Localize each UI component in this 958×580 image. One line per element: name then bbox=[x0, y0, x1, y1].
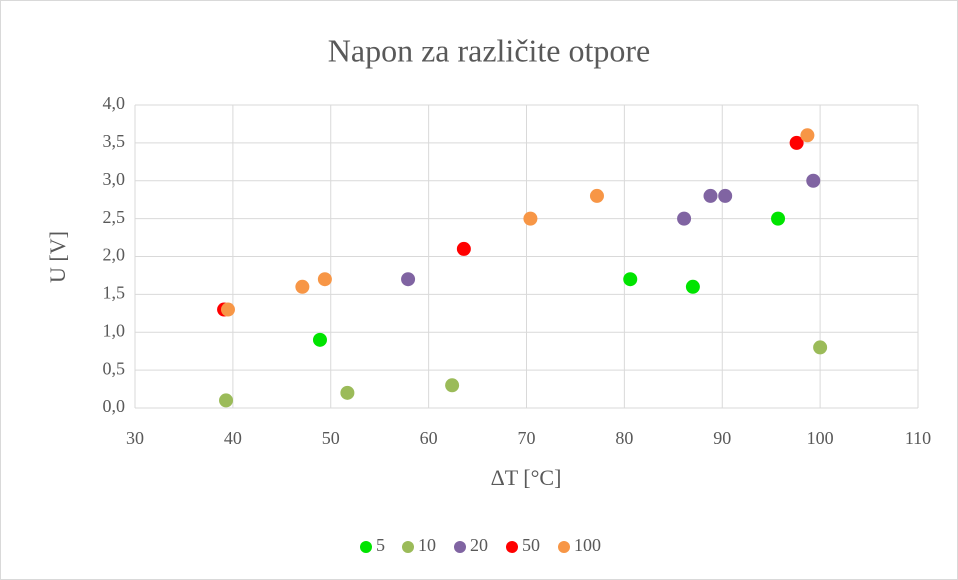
legend-label: 10 bbox=[418, 535, 436, 555]
legend-marker bbox=[506, 541, 518, 553]
y-tick-label: 1,5 bbox=[103, 283, 126, 303]
y-tick-label: 4,0 bbox=[103, 93, 126, 113]
y-tick-label: 3,0 bbox=[103, 169, 126, 189]
legend-marker bbox=[454, 541, 466, 553]
x-tick-label: 40 bbox=[224, 428, 242, 448]
point bbox=[220, 302, 235, 317]
point bbox=[401, 272, 416, 287]
point bbox=[623, 272, 638, 287]
y-tick-label: 3,5 bbox=[103, 131, 126, 151]
point bbox=[771, 211, 786, 226]
point bbox=[813, 340, 828, 355]
point bbox=[295, 279, 310, 294]
point bbox=[317, 272, 332, 287]
point bbox=[800, 128, 815, 143]
x-tick-label: 70 bbox=[518, 428, 536, 448]
point bbox=[340, 385, 355, 400]
x-tick-label: 50 bbox=[322, 428, 340, 448]
point bbox=[789, 135, 804, 150]
point bbox=[703, 188, 718, 203]
point bbox=[523, 211, 538, 226]
y-tick-label: 2,0 bbox=[103, 245, 126, 265]
point bbox=[445, 378, 460, 393]
point bbox=[685, 279, 700, 294]
x-axis-label: ΔT [°C] bbox=[491, 465, 562, 490]
point bbox=[718, 188, 733, 203]
point bbox=[312, 332, 327, 347]
legend-marker bbox=[558, 541, 570, 553]
point bbox=[806, 173, 821, 188]
x-tick-label: 30 bbox=[126, 428, 144, 448]
point bbox=[677, 211, 692, 226]
y-tick-label: 2,5 bbox=[103, 207, 126, 227]
legend-label: 100 bbox=[574, 535, 601, 555]
y-axis-label: U [V] bbox=[45, 231, 70, 283]
x-tick-label: 90 bbox=[713, 428, 731, 448]
x-tick-label: 80 bbox=[615, 428, 633, 448]
x-tick-label: 60 bbox=[420, 428, 438, 448]
x-tick-label: 110 bbox=[905, 428, 931, 448]
point bbox=[219, 393, 234, 408]
x-tick-label: 100 bbox=[807, 428, 834, 448]
y-tick-label: 0,0 bbox=[103, 396, 126, 416]
point bbox=[456, 241, 471, 256]
legend-label: 50 bbox=[522, 535, 540, 555]
point bbox=[589, 188, 604, 203]
legend-label: 5 bbox=[376, 535, 385, 555]
y-tick-label: 0,5 bbox=[103, 358, 126, 378]
legend-marker bbox=[402, 541, 414, 553]
legend-marker bbox=[360, 541, 372, 553]
legend-label: 20 bbox=[470, 535, 488, 555]
chart-title: Napon za različite otpore bbox=[328, 32, 651, 68]
y-tick-label: 1,0 bbox=[103, 320, 126, 340]
